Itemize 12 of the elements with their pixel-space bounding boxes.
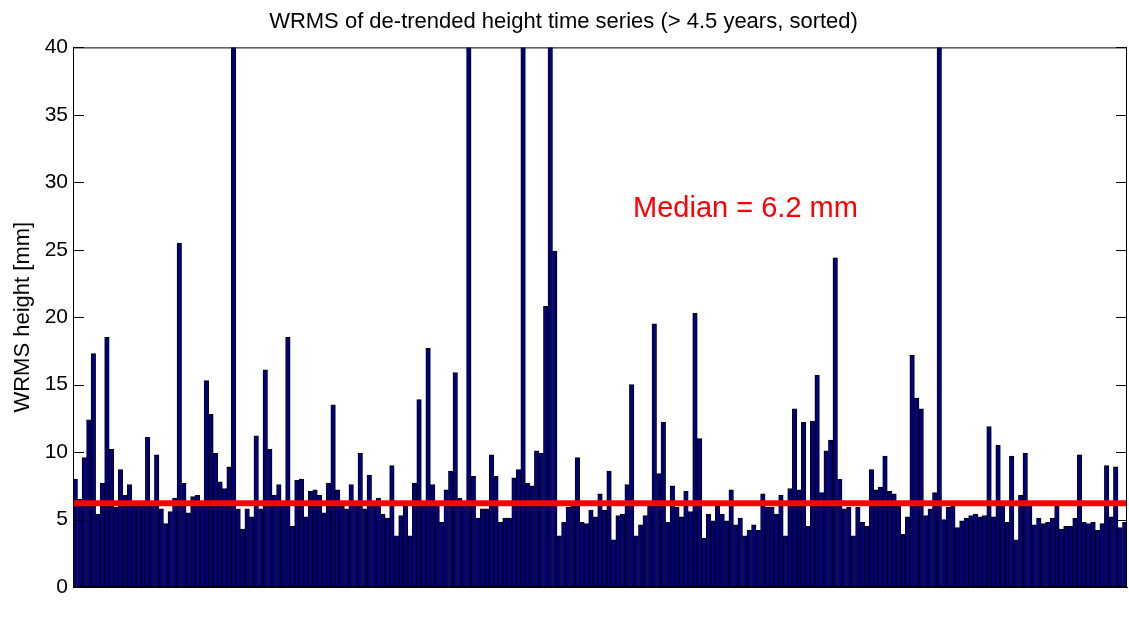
y-tick-label: 15 bbox=[44, 371, 68, 395]
chart-title: WRMS of de-trended height time series (> 4.5 years, sorted) bbox=[269, 8, 858, 34]
ref-line-label: Median = 6.2 mm bbox=[633, 191, 858, 224]
y-tick-label: 25 bbox=[44, 236, 68, 260]
y-axis-title: WRMS height [mm] bbox=[9, 221, 35, 413]
y-tick-label: 20 bbox=[44, 304, 68, 327]
y-tick-label: 0 bbox=[56, 573, 68, 597]
y-tick-label: 10 bbox=[44, 438, 68, 462]
y-tick-label: 35 bbox=[44, 101, 68, 125]
y-tick-label: 40 bbox=[44, 34, 68, 58]
y-tick-label: 30 bbox=[44, 169, 68, 193]
y-tick-label: 5 bbox=[56, 506, 68, 530]
